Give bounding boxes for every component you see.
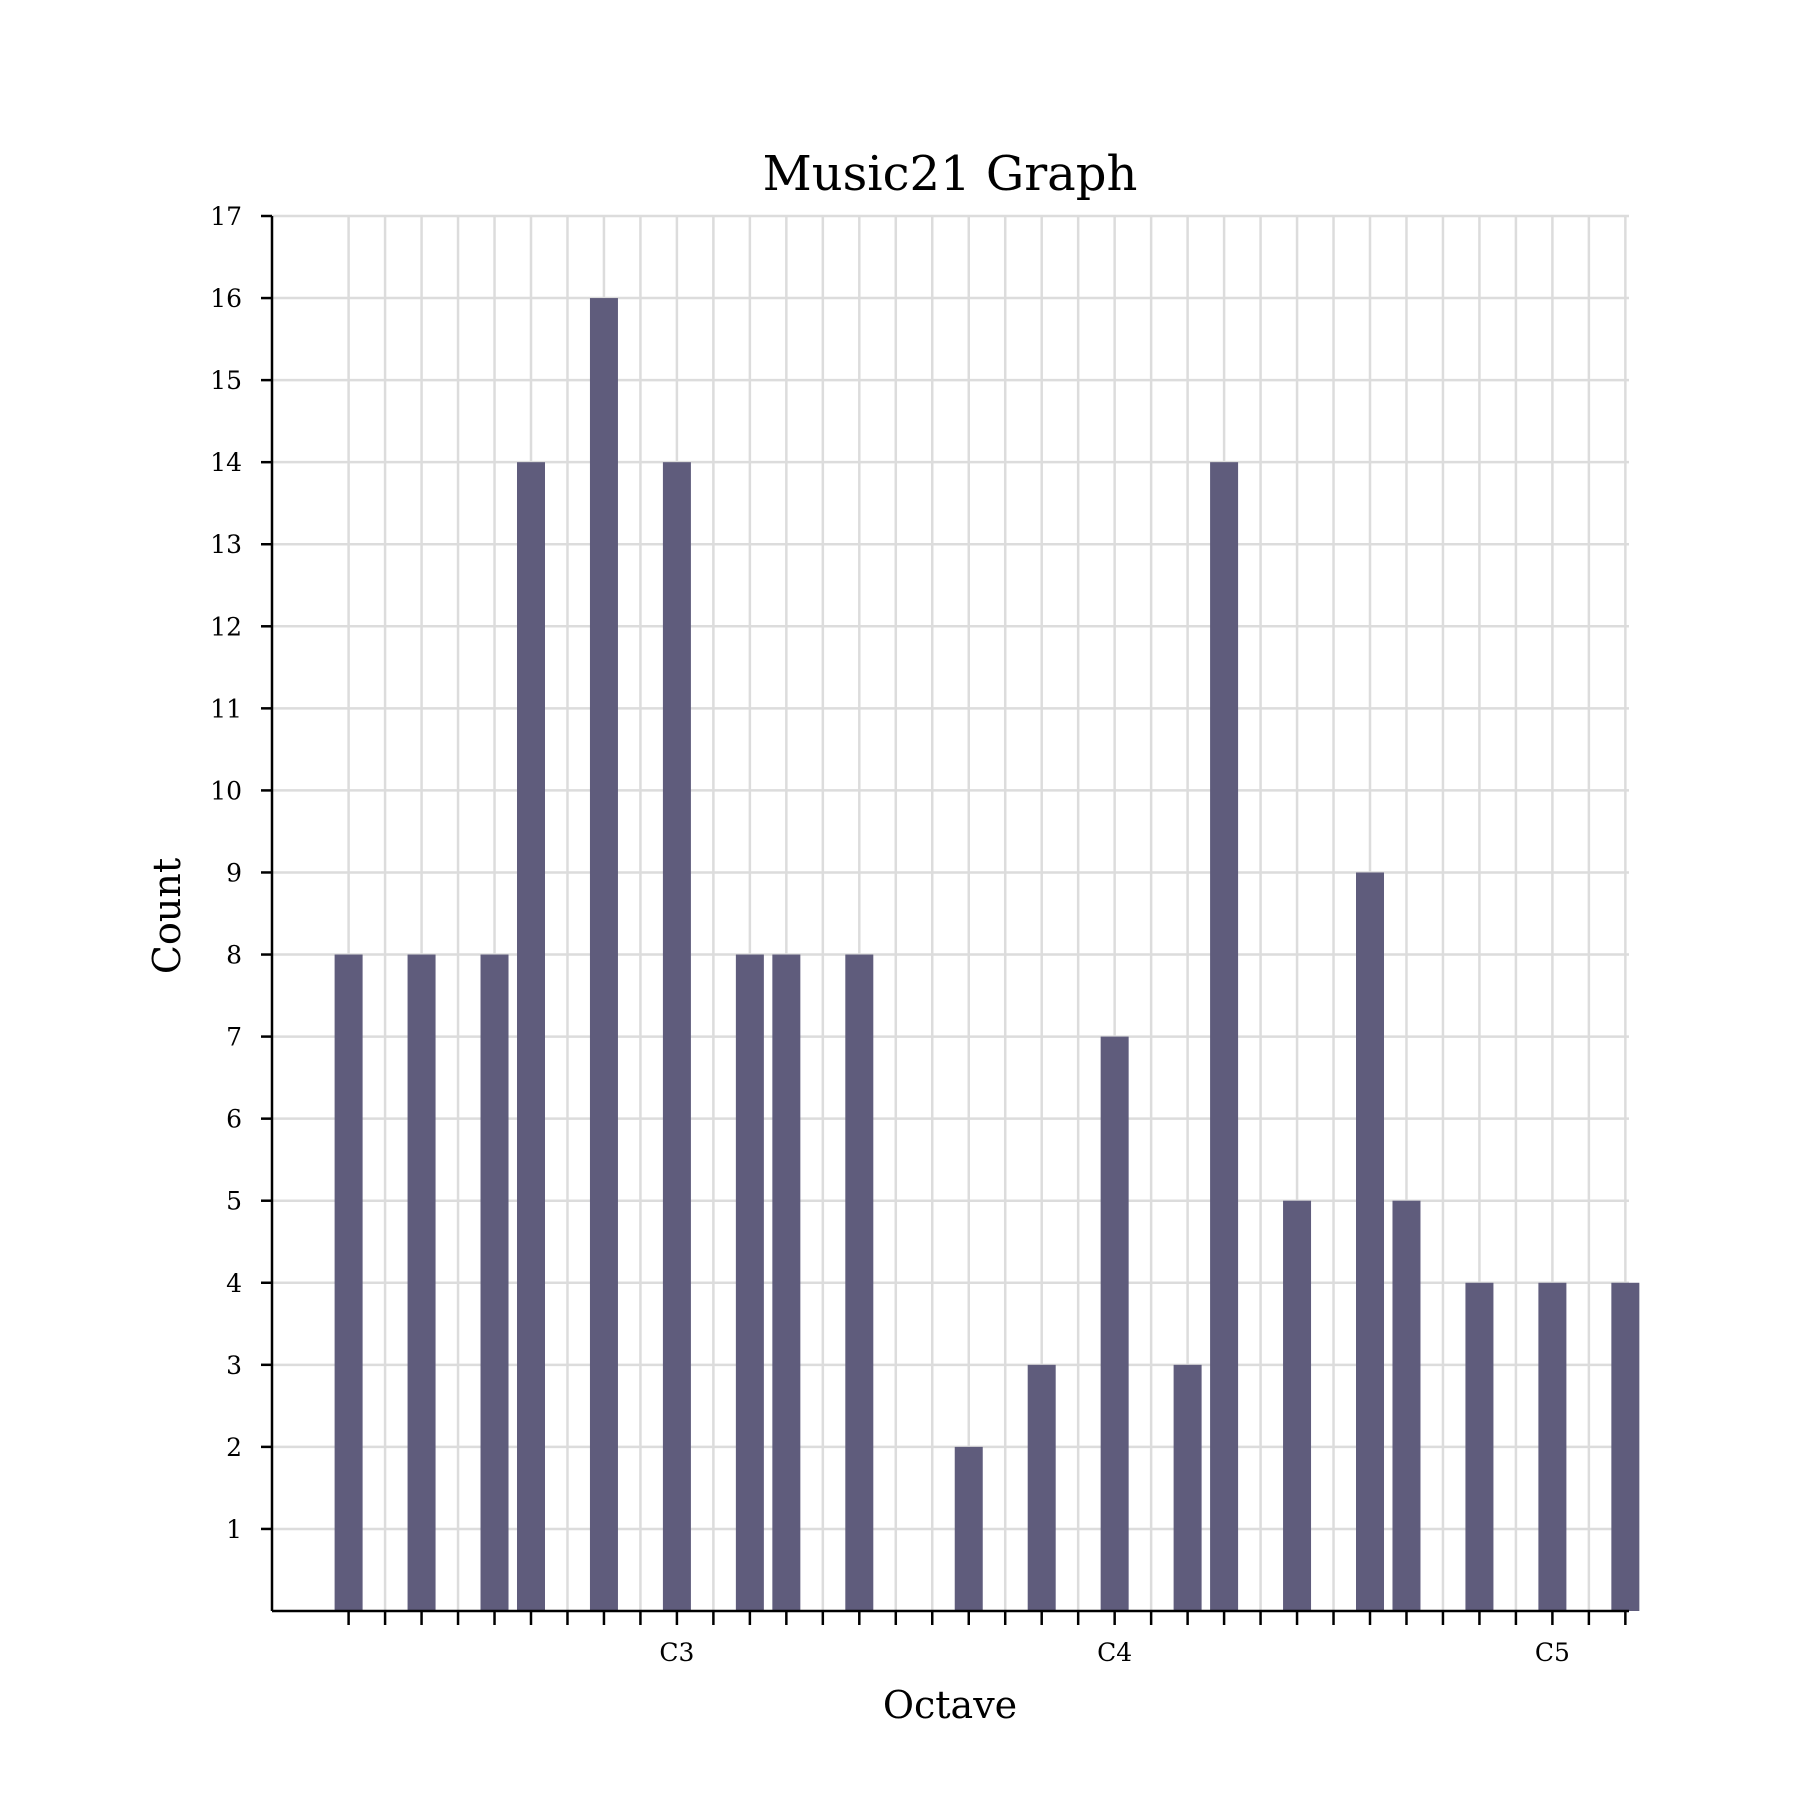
bar xyxy=(845,954,874,1611)
bar xyxy=(1611,1282,1640,1611)
y-tick-label: 10 xyxy=(210,776,242,805)
bar xyxy=(480,954,509,1611)
bar xyxy=(1465,1282,1494,1611)
y-tick-label: 8 xyxy=(226,941,242,970)
x-axis-title: Octave xyxy=(883,1683,1017,1727)
y-tick-label: 13 xyxy=(210,530,242,559)
y-tick-label: 14 xyxy=(210,448,242,477)
y-tick-label: 6 xyxy=(226,1105,242,1134)
x-tick-label: C4 xyxy=(1097,1638,1132,1667)
y-tick-label: 7 xyxy=(226,1023,242,1052)
y-tick-label: 12 xyxy=(210,612,242,641)
y-tick-label: 5 xyxy=(226,1187,242,1216)
bar xyxy=(1027,1364,1056,1611)
x-tick-label: C3 xyxy=(659,1638,694,1667)
bar xyxy=(407,954,436,1611)
y-tick-label: 2 xyxy=(226,1433,242,1462)
chart-title: Music21 Graph xyxy=(763,146,1138,202)
bar xyxy=(662,462,691,1611)
bar xyxy=(516,462,545,1611)
bar xyxy=(1210,462,1239,1611)
y-tick-label: 1 xyxy=(226,1515,242,1544)
y-tick-label: 11 xyxy=(210,694,242,723)
bar xyxy=(772,954,801,1611)
y-tick-label: 9 xyxy=(226,858,242,887)
bars xyxy=(334,298,1640,1611)
axes xyxy=(270,216,1629,1613)
bar xyxy=(1283,1200,1312,1611)
grid xyxy=(272,214,1629,1611)
bar xyxy=(589,298,618,1611)
bar xyxy=(1173,1364,1202,1611)
bar xyxy=(954,1446,983,1611)
y-tick-label: 15 xyxy=(210,366,242,395)
y-tick-label: 3 xyxy=(226,1351,242,1380)
bar xyxy=(1100,1036,1129,1611)
y-tick-label: 16 xyxy=(210,284,242,313)
bar xyxy=(1538,1282,1567,1611)
y-tick-label: 17 xyxy=(210,202,242,231)
bar xyxy=(1356,872,1385,1611)
bar xyxy=(735,954,764,1611)
bar xyxy=(1392,1200,1421,1611)
y-axis-title: Count xyxy=(145,858,189,974)
x-tick-label: C5 xyxy=(1535,1638,1570,1667)
y-tick-label: 4 xyxy=(226,1269,242,1298)
bar xyxy=(334,954,363,1611)
